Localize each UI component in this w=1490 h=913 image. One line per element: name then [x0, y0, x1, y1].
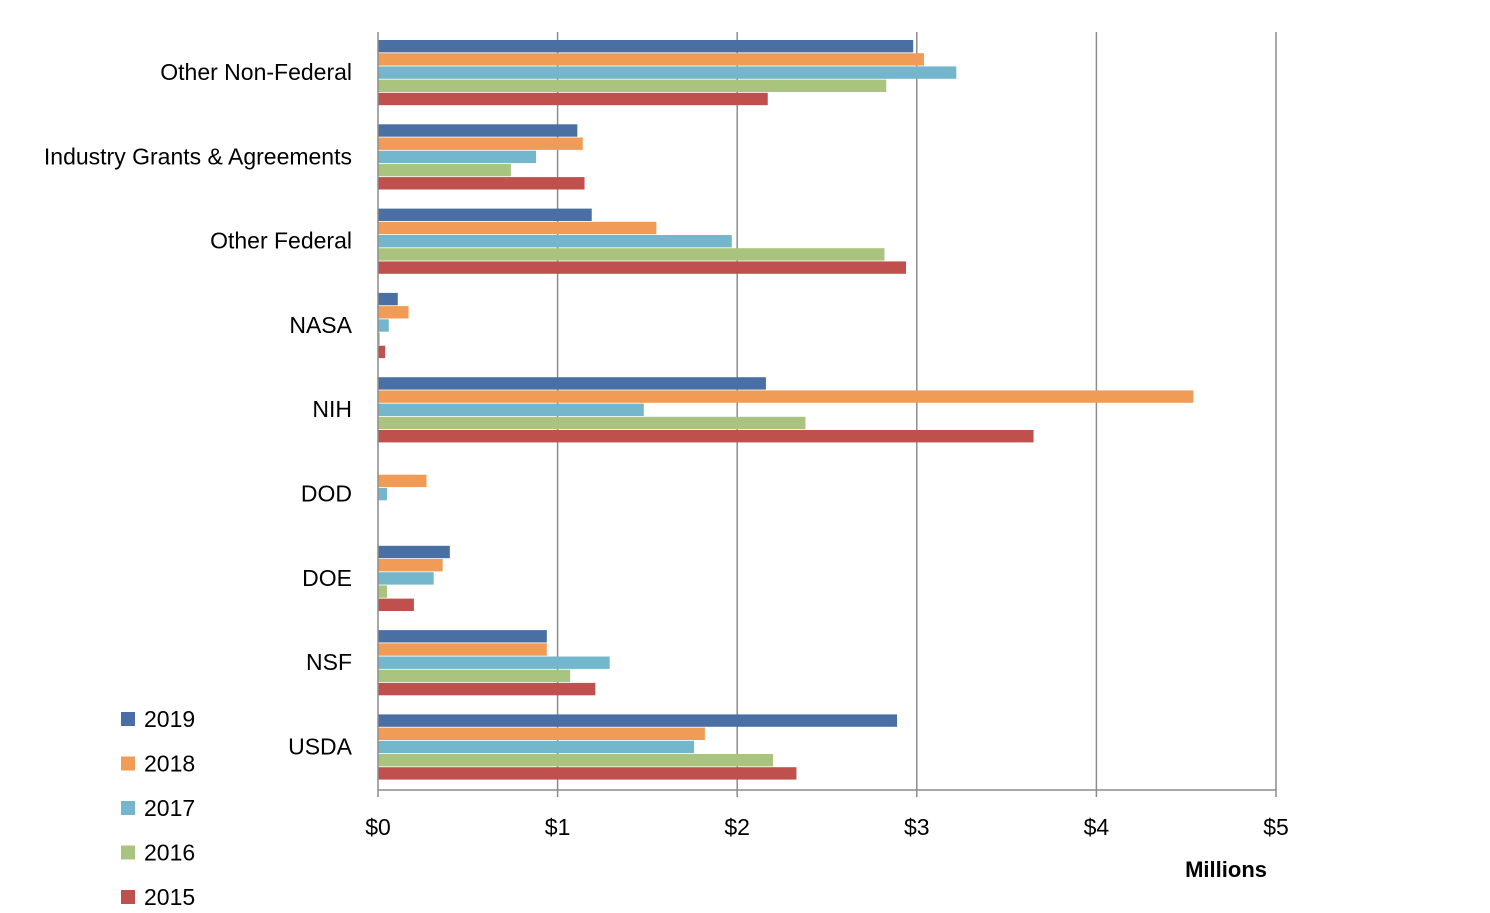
- bar-2016: [378, 163, 511, 177]
- bar-2015: [378, 92, 768, 106]
- bar-2016: [378, 416, 806, 430]
- x-tick-labels: $0 $1 $2 $3 $4 $5: [365, 814, 1289, 840]
- bar-2016: [378, 754, 774, 767]
- bar-2016: [378, 79, 887, 92]
- bar-2016: [378, 585, 387, 598]
- x-axis-unit-label: Millions: [1185, 857, 1267, 882]
- x-tick-label: $2: [724, 814, 750, 840]
- legend: 2019 2018 2017 2016 2015: [121, 706, 195, 910]
- bar-2019: [378, 377, 766, 390]
- legend-swatch: [121, 890, 135, 904]
- x-tick-label: $0: [365, 814, 391, 840]
- category-label: DOE: [302, 565, 352, 591]
- bar-2018: [378, 221, 657, 235]
- category-label: Other Federal: [210, 228, 352, 254]
- bar-2017: [378, 656, 610, 669]
- bar-2018: [378, 306, 409, 319]
- x-tick-label: $1: [545, 814, 571, 840]
- bar-2018: [378, 390, 1194, 403]
- bar-2016: [378, 248, 885, 261]
- legend-label: 2016: [144, 840, 195, 866]
- x-tick-label: $4: [1084, 814, 1110, 840]
- legend-label: 2017: [144, 795, 195, 821]
- bar-2019: [378, 545, 450, 559]
- bar-2018: [378, 727, 705, 740]
- category-label: DOD: [301, 481, 352, 507]
- bar-2018: [378, 474, 427, 488]
- bar-2019: [378, 630, 547, 643]
- legend-swatch: [121, 801, 135, 815]
- bar-2015: [378, 682, 596, 696]
- bar-2017: [378, 572, 434, 585]
- category-label: NSF: [306, 649, 352, 675]
- bar-2019: [378, 124, 578, 137]
- legend-swatch: [121, 845, 135, 860]
- category-label: NIH: [312, 396, 352, 422]
- x-tick-label: $5: [1263, 814, 1289, 840]
- legend-label: 2015: [144, 884, 195, 910]
- legend-swatch: [121, 756, 135, 771]
- bars: [378, 40, 1194, 780]
- category-label: USDA: [288, 733, 353, 759]
- bar-2015: [378, 261, 907, 274]
- bar-2015: [378, 345, 386, 359]
- bar-2015: [378, 430, 1034, 443]
- axes: [377, 32, 1277, 797]
- bar-2018: [378, 137, 583, 150]
- bar-2015: [378, 177, 585, 190]
- bar-2017: [378, 66, 957, 79]
- bar-2018: [378, 559, 443, 572]
- bar-2019: [378, 40, 914, 53]
- bar-2016: [378, 669, 571, 683]
- gridlines: [556, 32, 1277, 790]
- legend-label: 2018: [144, 751, 195, 777]
- bar-2015: [378, 767, 797, 780]
- bar-2019: [378, 714, 898, 727]
- category-label: Other Non-Federal: [160, 59, 352, 85]
- x-tick-label: $3: [904, 814, 930, 840]
- bar-2017: [378, 235, 732, 248]
- bar-2019: [378, 208, 592, 221]
- bar-2017: [378, 487, 387, 501]
- bar-2016: [378, 332, 380, 345]
- bar-2018: [378, 53, 924, 66]
- category-labels: Other Non-Federal Industry Grants & Agree…: [44, 59, 353, 759]
- bar-2017: [378, 319, 389, 332]
- bar-2015: [378, 598, 414, 611]
- bar-2017: [378, 403, 644, 416]
- category-label: NASA: [289, 312, 352, 338]
- bar-2018: [378, 643, 547, 656]
- bar-2017: [378, 740, 695, 754]
- bar-2017: [378, 150, 537, 164]
- legend-swatch: [121, 712, 135, 726]
- category-label: Industry Grants & Agreements: [44, 143, 352, 169]
- legend-label: 2019: [144, 706, 195, 732]
- bar-2019: [378, 292, 398, 306]
